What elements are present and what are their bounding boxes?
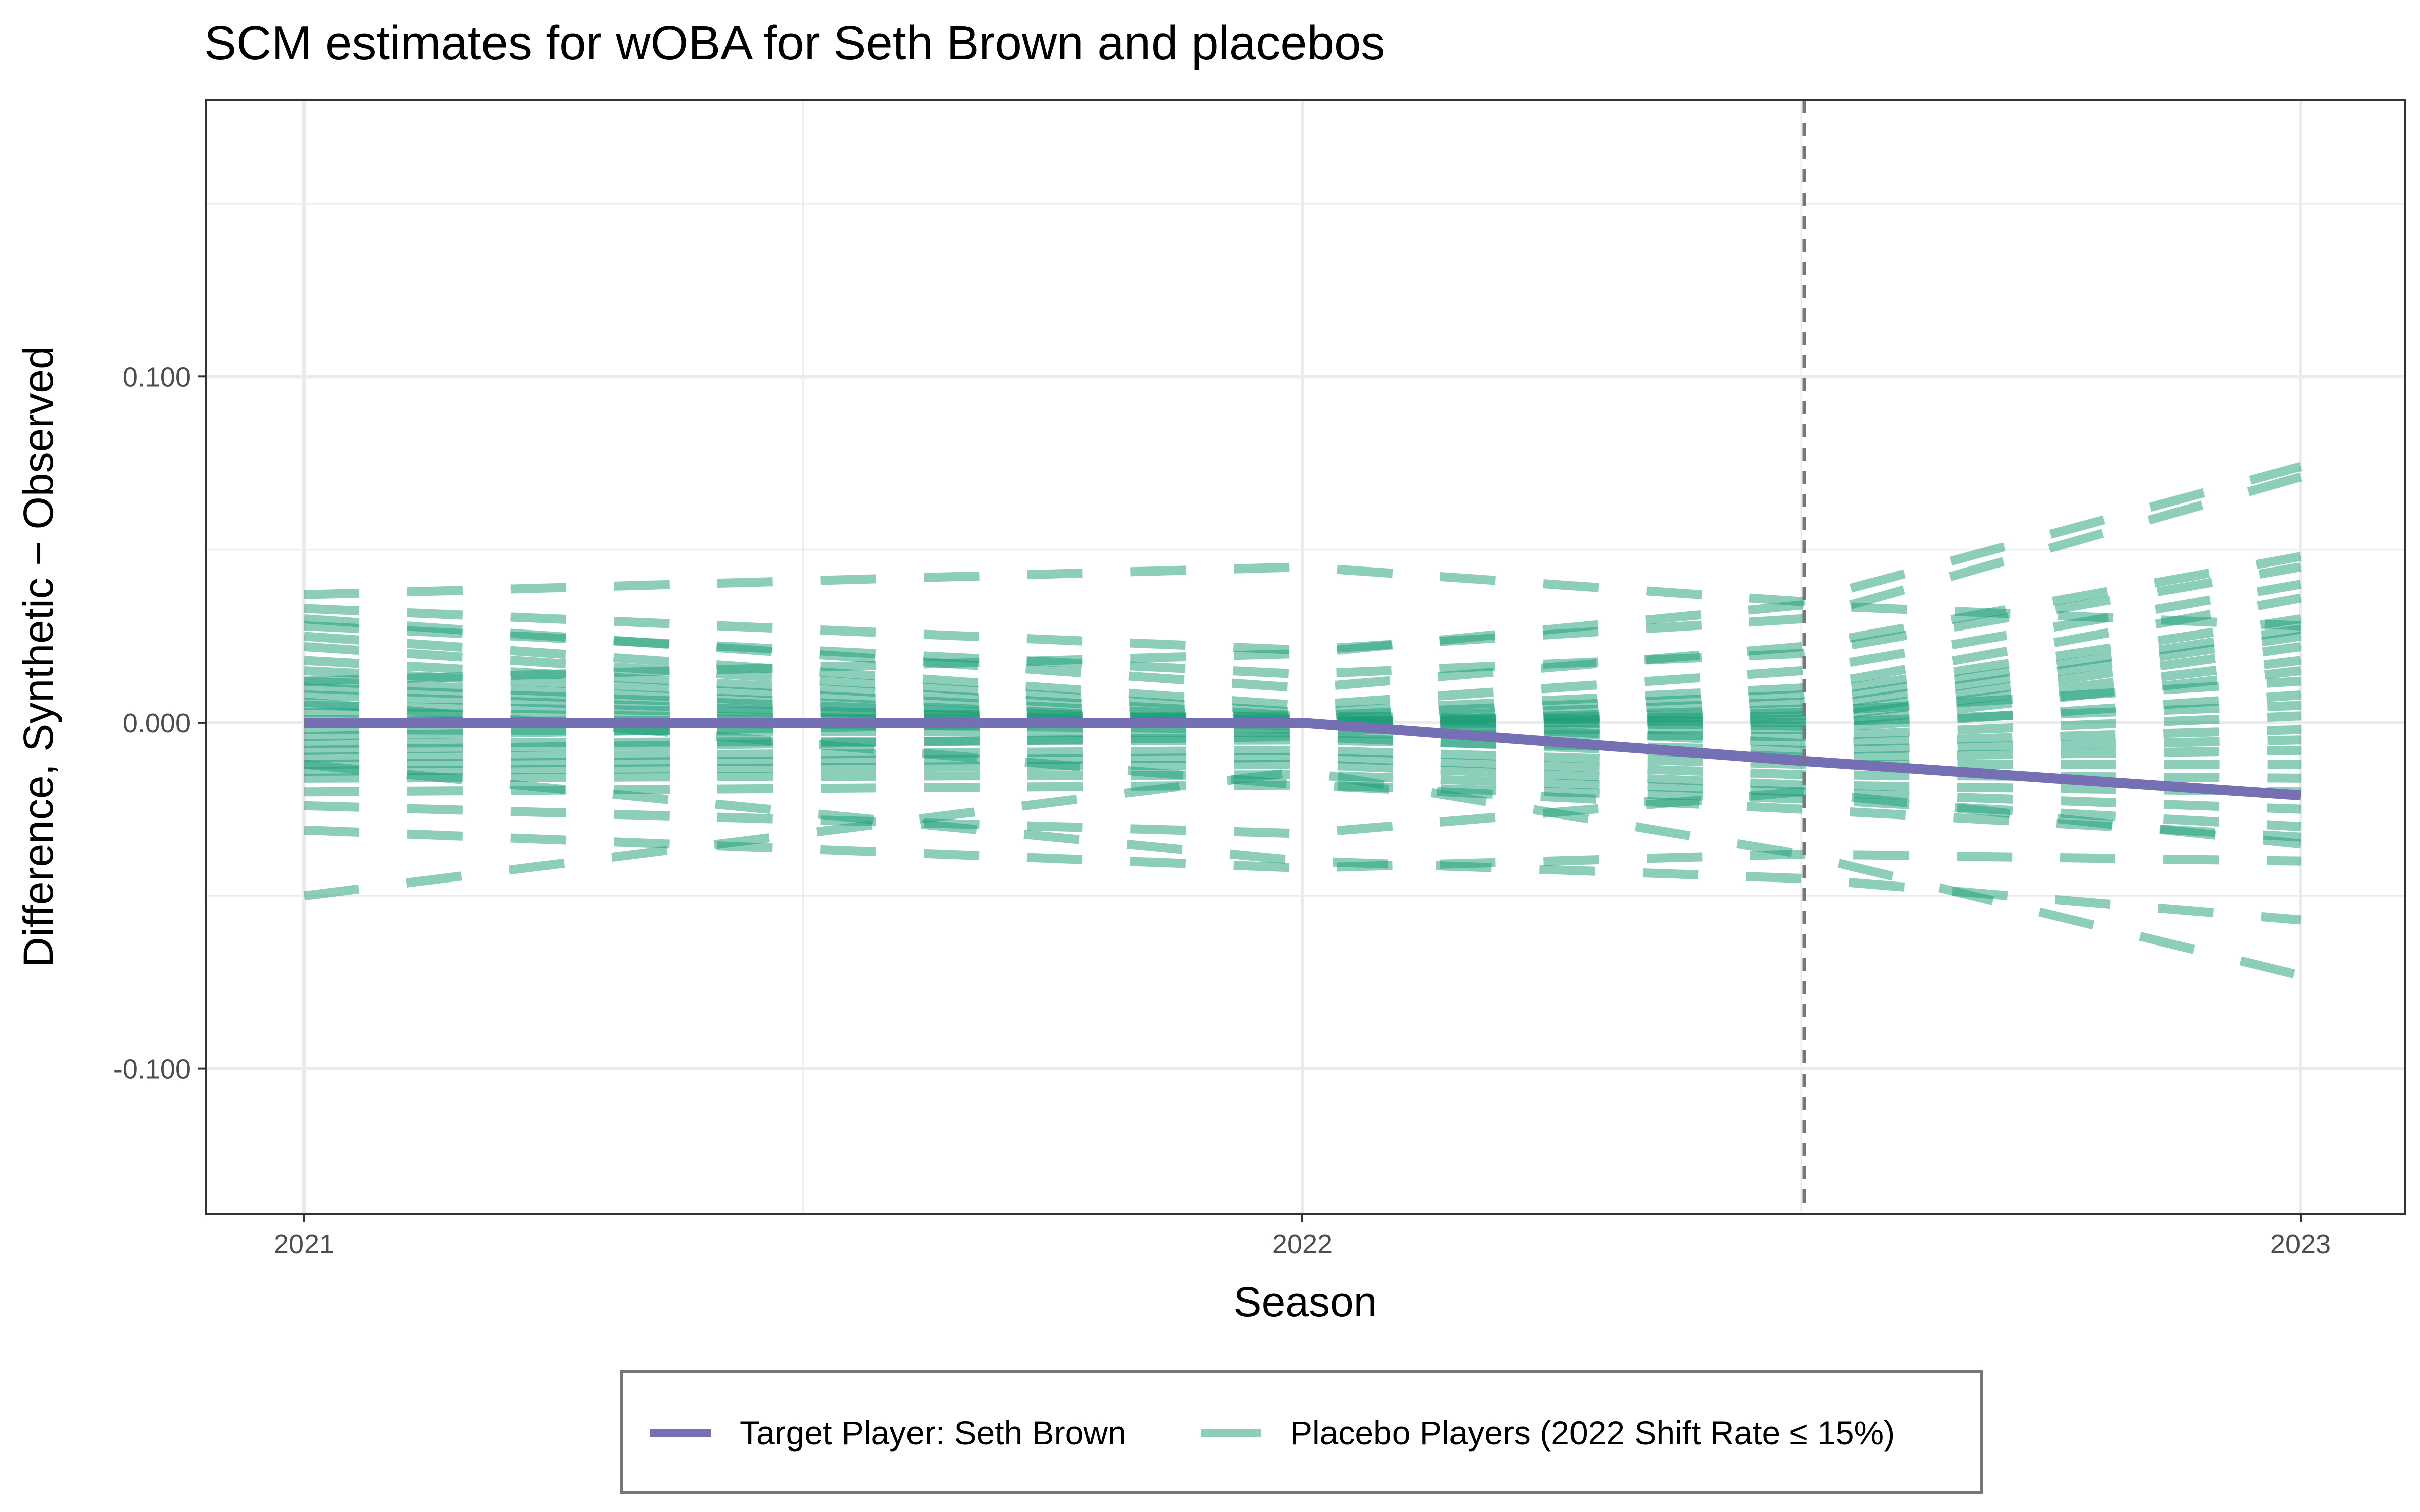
y-axis-title: Difference, Synthetic − Observed	[15, 346, 62, 967]
x-axis-ticks: 2021 2022 2023	[274, 1214, 2331, 1259]
legend-label-target: Target Player: Seth Brown	[740, 1414, 1126, 1452]
placebo-series-line	[304, 593, 2302, 717]
placebo-series-line	[303, 767, 2302, 980]
placebo-series-line	[304, 760, 2301, 925]
placebo-series-line	[304, 462, 2302, 606]
target-series-line	[304, 717, 2301, 801]
legend-label-placebo: Placebo Players (2022 Shift Rate ≤ 15%)	[1290, 1414, 1895, 1452]
x-tick-label: 2021	[274, 1229, 334, 1259]
placebo-series-line	[304, 624, 2302, 724]
y-tick-label: -0.100	[113, 1054, 191, 1085]
placebo-series-line	[304, 745, 2301, 769]
placebo-series-line	[304, 614, 2302, 721]
placebo-series-line	[304, 732, 2301, 762]
legend-box	[620, 1370, 1983, 1494]
plot-panel	[206, 100, 2405, 1214]
placebo-series-line	[304, 825, 2301, 873]
placebo-series-line	[304, 715, 2301, 748]
placebo-series-line	[304, 752, 2301, 783]
placebo-series-line	[304, 760, 2301, 797]
target-series-group	[304, 717, 2301, 801]
placebo-series-line	[304, 472, 2302, 655]
legend: Target Player: Seth Brown Placebo Player…	[620, 1370, 1983, 1494]
placebo-series-group	[303, 462, 2302, 980]
y-tick-label: 0.100	[123, 362, 191, 392]
placebo-series-line	[304, 780, 2301, 831]
x-axis-title: Season	[1234, 1278, 1377, 1326]
x-tick-label: 2023	[2270, 1229, 2331, 1259]
plot-border	[205, 99, 2406, 1215]
y-tick-label: 0.000	[123, 708, 191, 738]
placebo-series-line	[304, 562, 2302, 679]
placebo-series-line	[304, 770, 2301, 814]
placebo-series-line	[304, 580, 2302, 710]
placebo-series-line	[304, 600, 2301, 686]
chart-title: SCM estimates for wOBA for Seth Brown an…	[204, 16, 1385, 70]
y-axis-ticks: 0.100 0.000 -0.100	[113, 362, 206, 1085]
grid-lines	[206, 100, 2405, 1214]
placebo-series-line	[304, 697, 2301, 842]
placebo-series-line	[304, 701, 2301, 727]
x-tick-label: 2022	[1272, 1229, 1333, 1259]
